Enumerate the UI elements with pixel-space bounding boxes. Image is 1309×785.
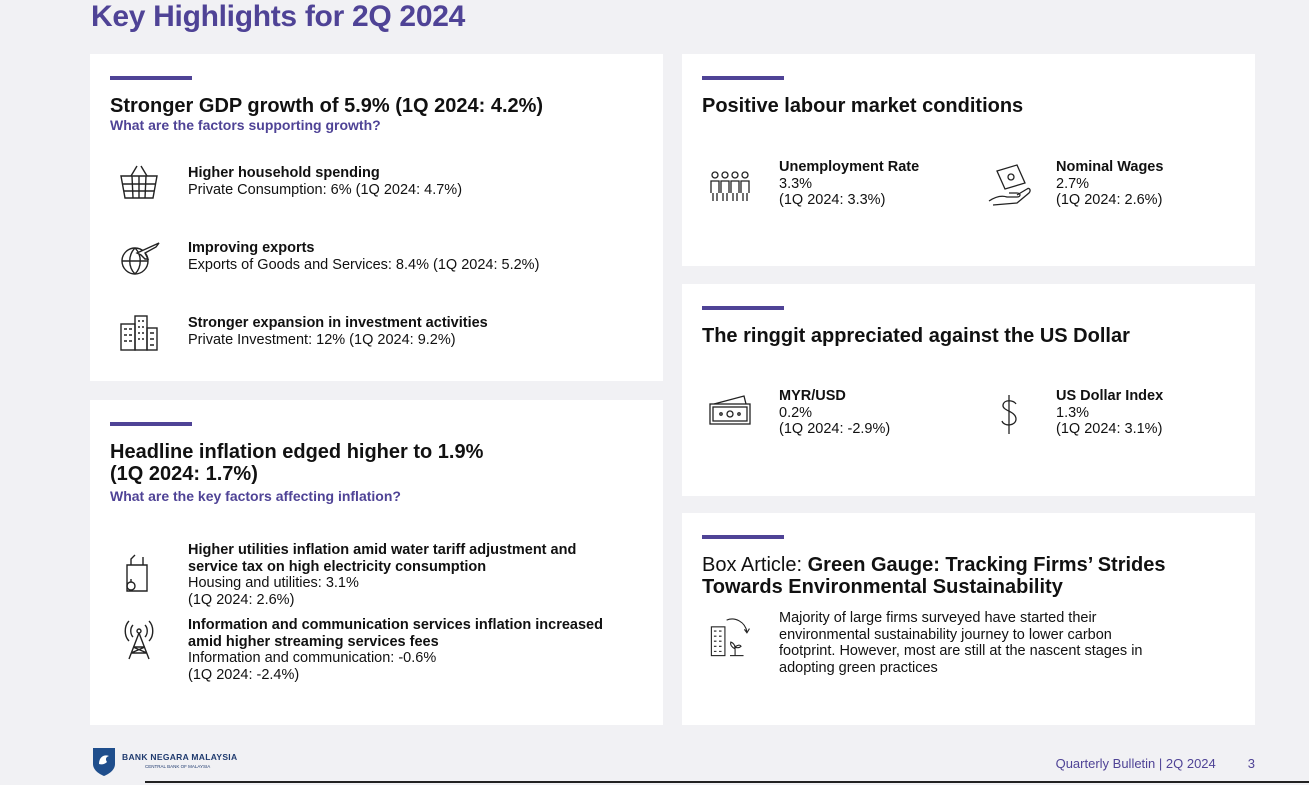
item-title: MYR/USD bbox=[779, 388, 846, 404]
item-title: Higher household spending bbox=[188, 165, 380, 181]
item-value: 3.3% bbox=[779, 175, 813, 192]
item-value: 2.7% bbox=[1056, 175, 1090, 192]
item-title: Unemployment Rate bbox=[779, 159, 920, 175]
globe-plane-icon bbox=[117, 237, 161, 281]
box-article-title-line1: Green Gauge: Tracking Firms’ Strides bbox=[807, 554, 1166, 576]
item-title: Nominal Wages bbox=[1056, 159, 1164, 175]
box-article-body-line2: environmental sustainability journey to … bbox=[779, 626, 1112, 643]
people-group-icon bbox=[708, 163, 752, 207]
item-title: US Dollar Index bbox=[1056, 388, 1164, 404]
accent-bar bbox=[110, 76, 192, 80]
page-title: Key Highlights for 2Q 2024 bbox=[91, 0, 465, 33]
gdp-card: Stronger GDP growth of 5.9% (1Q 2024: 4.… bbox=[90, 54, 663, 381]
inflation-heading-line2: (1Q 2024: 1.7%) bbox=[110, 463, 258, 485]
box-article-body-line4: adopting green practices bbox=[779, 659, 938, 676]
dollar-sign-icon bbox=[987, 392, 1031, 436]
box-article-title-line2: Towards Environmental Sustainability bbox=[702, 576, 1063, 598]
page-number: 3 bbox=[1247, 756, 1255, 771]
item-value: 1.3% bbox=[1056, 404, 1090, 421]
gdp-heading: Stronger GDP growth of 5.9% (1Q 2024: 4.… bbox=[110, 95, 544, 117]
item-detail: Private Investment: 12% (1Q 2024: 9.2%) bbox=[188, 331, 456, 348]
bank-name: BANK NEGARA MALAYSIA bbox=[122, 752, 238, 762]
item-prior: (1Q 2024: 2.6%) bbox=[1056, 192, 1163, 208]
publication-label: Quarterly Bulletin | 2Q 2024 bbox=[1055, 756, 1216, 771]
inflation-heading-line1: Headline inflation edged higher to 1.9% bbox=[110, 441, 484, 463]
gdp-subheading: What are the factors supporting growth? bbox=[110, 117, 381, 133]
inflation-subheading: What are the key factors affecting infla… bbox=[110, 488, 401, 504]
ringgit-heading: The ringgit appreciated against the US D… bbox=[702, 325, 1130, 347]
item-title-line1: Information and communication services i… bbox=[188, 617, 603, 633]
accent-bar bbox=[702, 76, 784, 80]
hand-money-icon bbox=[987, 163, 1031, 207]
bank-tagline: CENTRAL BANK OF MALAYSIA bbox=[145, 764, 211, 769]
banknote-icon bbox=[708, 390, 752, 434]
item-detail-line1: Housing and utilities: 3.1% bbox=[188, 575, 359, 591]
box-article-body-line1: Majority of large firms surveyed have st… bbox=[779, 610, 1097, 626]
buildings-icon bbox=[117, 312, 161, 356]
item-title: Stronger expansion in investment activit… bbox=[188, 315, 488, 331]
item-title-line2: service tax on high electricity consumpt… bbox=[188, 558, 487, 575]
labour-card: Positive labour market conditions Unempl… bbox=[682, 54, 1255, 266]
accent-bar bbox=[702, 535, 784, 539]
grocery-bag-icon bbox=[117, 551, 161, 595]
labour-heading: Positive labour market conditions bbox=[702, 95, 1024, 117]
inflation-card: Headline inflation edged higher to 1.9% … bbox=[90, 400, 663, 725]
inflation-heading: Headline inflation edged higher to 1.9% … bbox=[110, 441, 483, 485]
bottom-divider bbox=[145, 781, 1309, 783]
item-detail-line1: Information and communication: -0.6% bbox=[188, 650, 437, 666]
signal-tower-icon bbox=[117, 617, 161, 661]
bank-emblem-icon bbox=[93, 748, 115, 776]
shopping-basket-icon bbox=[117, 162, 161, 206]
item-detail-line2: (1Q 2024: -2.4%) bbox=[188, 666, 300, 683]
footer: Quarterly Bulletin | 2Q 2024 3 bbox=[1056, 756, 1255, 771]
item-value: 0.2% bbox=[779, 404, 813, 421]
box-article-body-line3: footprint. However, most are still at th… bbox=[779, 643, 1143, 659]
accent-bar bbox=[110, 422, 192, 426]
item-prior: (1Q 2024: -2.9%) bbox=[779, 421, 891, 437]
item-title-line1: Higher utilities inflation amid water ta… bbox=[188, 542, 577, 558]
item-detail: Private Consumption: 6% (1Q 2024: 4.7%) bbox=[188, 181, 463, 198]
green-building-icon bbox=[708, 615, 756, 667]
ringgit-card: The ringgit appreciated against the US D… bbox=[682, 284, 1255, 496]
item-title: Improving exports bbox=[188, 240, 315, 256]
accent-bar bbox=[702, 306, 784, 310]
item-detail: Exports of Goods and Services: 8.4% (1Q … bbox=[188, 256, 540, 273]
item-title-line2: amid higher streaming services fees bbox=[188, 633, 439, 650]
item-prior: (1Q 2024: 3.1%) bbox=[1056, 421, 1163, 437]
item-detail-line2: (1Q 2024: 2.6%) bbox=[188, 591, 295, 608]
box-article-heading: Box Article: Green Gauge: Tracking Firms… bbox=[702, 554, 1166, 598]
box-article-prefix: Box Article: bbox=[702, 554, 808, 576]
box-article-card[interactable]: Box Article: Green Gauge: Tracking Firms… bbox=[682, 513, 1255, 725]
item-prior: (1Q 2024: 3.3%) bbox=[779, 192, 886, 208]
